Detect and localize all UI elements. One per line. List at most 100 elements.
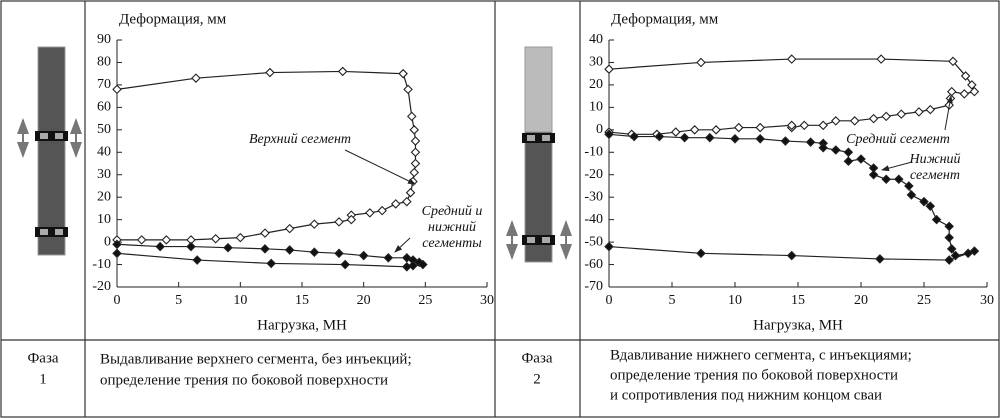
data-point: [944, 232, 954, 243]
x-axis-label: Нагрузка, МН: [257, 317, 347, 333]
data-point: [696, 248, 706, 259]
data-point: [390, 199, 401, 209]
data-point: [944, 255, 954, 265]
data-point: [805, 137, 816, 147]
data-point: [398, 68, 408, 79]
data-point: [136, 235, 147, 245]
data-point: [192, 255, 202, 265]
data-point: [914, 107, 924, 117]
data-point: [818, 120, 828, 131]
data-point: [408, 260, 418, 271]
data-point: [409, 167, 420, 178]
data-point: [786, 250, 797, 261]
data-point: [696, 57, 706, 68]
phase-label: 1: [39, 371, 47, 387]
data-point: [868, 113, 879, 124]
x-tick-label: 5: [669, 293, 676, 308]
data-point: [948, 56, 958, 67]
x-tick-label: 5: [175, 293, 182, 308]
data-point: [405, 187, 416, 198]
x-tick-label: 25: [418, 293, 432, 308]
y-tick-label: 70: [97, 77, 111, 92]
y-tick-label: 90: [97, 32, 111, 47]
data-point: [265, 67, 275, 78]
data-point: [881, 174, 891, 184]
data-point: [755, 122, 765, 133]
annotation: нижний: [428, 220, 476, 235]
data-point: [780, 136, 791, 146]
data-point: [919, 196, 929, 207]
data-point: [959, 89, 970, 99]
data-point: [831, 145, 841, 155]
x-tick-label: 30: [480, 293, 494, 308]
data-point: [406, 111, 417, 122]
data-point: [946, 244, 957, 254]
y-tick-label: -30: [584, 189, 603, 204]
data-point: [894, 174, 904, 184]
annotation: сегмент: [910, 168, 960, 183]
data-point: [604, 64, 614, 74]
data-point: [402, 262, 412, 272]
data-point: [410, 147, 421, 158]
x-tick-label: 10: [728, 293, 742, 308]
y-axis-label: Деформация, мм: [611, 11, 719, 27]
x-tick-label: 20: [854, 293, 868, 308]
phase-description: определение трения по боковой поверхност…: [100, 372, 388, 388]
pile-diagram-2: [506, 46, 572, 263]
x-tick-label: 30: [980, 293, 994, 308]
data-point: [186, 241, 196, 252]
data-point: [654, 131, 665, 142]
data-point: [340, 259, 350, 270]
data-point: [418, 259, 428, 270]
annotation-arrow: [344, 149, 416, 185]
data-point: [896, 109, 907, 119]
data-point: [191, 73, 201, 83]
y-tick-label: -60: [584, 257, 603, 272]
y-tick-label: -40: [584, 212, 603, 227]
x-tick-label: 15: [295, 293, 309, 308]
data-point: [266, 258, 276, 269]
annotation-arrow: [394, 237, 411, 253]
data-point: [671, 127, 681, 137]
data-point: [410, 158, 421, 169]
data-point: [799, 120, 810, 131]
data-point: [210, 233, 221, 244]
phase-label: 2: [533, 371, 541, 387]
data-point: [337, 66, 348, 77]
y-tick-label: -50: [584, 234, 603, 249]
y-tick-label: -20: [92, 279, 111, 294]
y-tick-label: 30: [589, 55, 603, 70]
phase-description: Вдавливание нижнего сегмента, с инъекция…: [610, 347, 912, 363]
data-point: [410, 136, 421, 146]
data-point: [377, 205, 387, 216]
y-tick-label: 10: [589, 100, 603, 115]
data-point: [358, 250, 369, 261]
data-point: [705, 132, 715, 143]
data-point: [284, 223, 295, 234]
x-tick-label: 20: [357, 293, 371, 308]
data-point: [881, 111, 891, 122]
annotation: Нижний: [908, 152, 960, 167]
data-point: [786, 54, 797, 64]
data-point: [906, 190, 917, 200]
data-point: [730, 134, 740, 144]
data-point: [346, 214, 357, 225]
data-point: [969, 246, 980, 256]
annotation-arrow: [881, 161, 913, 172]
x-axis-label: Нагрузка, МН: [753, 317, 843, 333]
y-tick-label: 20: [97, 189, 111, 204]
data-point: [843, 156, 854, 167]
data-point: [904, 181, 914, 191]
data-point: [235, 232, 246, 243]
data-point: [856, 154, 866, 164]
data-point: [334, 248, 344, 259]
data-point: [960, 71, 971, 81]
data-point: [260, 244, 270, 254]
data-point: [734, 122, 744, 133]
y-tick-label: 50: [97, 122, 111, 137]
y-tick-label: 40: [589, 32, 603, 47]
phase-description: Выдавливание верхнего сегмента, без инъе…: [100, 351, 412, 367]
annotation-arrow: [944, 95, 953, 131]
